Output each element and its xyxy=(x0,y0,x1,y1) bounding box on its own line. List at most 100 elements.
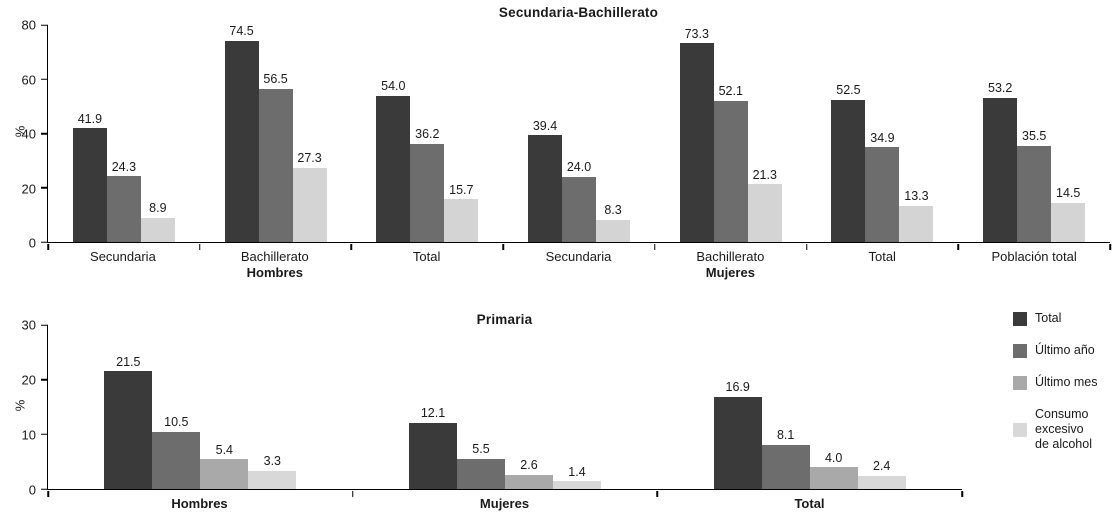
bar-with-label: 5.5 xyxy=(457,325,505,489)
bar-value-label: 15.7 xyxy=(449,182,474,197)
bar-value-label: 52.5 xyxy=(836,83,861,98)
x-tick-mark xyxy=(351,490,354,497)
y-tick-label: 20 xyxy=(21,372,36,388)
legend: Total Último año Último mes Consumo excesiv… xyxy=(1013,311,1098,452)
bar-group: 12.1 5.5 2.6 1.4 xyxy=(353,325,658,489)
bar-with-label: 52.5 xyxy=(831,25,866,242)
bar-group: 41.9 24.3 8.9 xyxy=(48,25,200,242)
y-tick-label: 20 xyxy=(21,181,36,196)
y-tick-mark xyxy=(41,187,48,189)
legend-label: Último mes xyxy=(1035,375,1098,389)
x-tick-mark xyxy=(656,490,659,497)
legend-item: Consumo excesivo de alcohol xyxy=(1013,407,1098,452)
bar-with-label: 41.9 xyxy=(72,25,107,242)
bar-with-label: 8.9 xyxy=(140,25,175,242)
x-tick-mark xyxy=(805,243,808,250)
x-category-label: Secundaria xyxy=(90,249,156,264)
bar-with-label: 8.3 xyxy=(596,25,631,242)
bar-with-label: 3.3 xyxy=(248,325,297,489)
x-label-cell: Bachillerato Hombres xyxy=(199,249,351,281)
bar-value-label: 14.5 xyxy=(1056,186,1081,201)
x-tick-mark xyxy=(47,490,49,497)
bar-group: 39.4 24.0 8.3 xyxy=(503,25,655,242)
bar xyxy=(376,95,411,242)
bar-value-label: 35.5 xyxy=(1022,129,1047,144)
bar-group: 54.0 36.2 15.7 xyxy=(351,25,503,242)
x-tick-mark xyxy=(198,243,201,250)
x-category-label: Hombres xyxy=(171,496,228,511)
legend-item: Total xyxy=(1013,311,1098,326)
x-category-label: Total xyxy=(412,249,441,264)
x-label-cell: Secundaria xyxy=(503,249,655,281)
y-axis-tick-labels: 0 20 40 60 80 xyxy=(0,19,36,250)
x-tick-mark xyxy=(502,243,504,250)
legend-label: Último año xyxy=(1035,343,1095,357)
bar-with-label: 1.4 xyxy=(553,325,601,489)
bar xyxy=(140,217,175,242)
bar-group: 16.9 8.1 4.0 2.4 xyxy=(657,325,962,489)
y-tick-mark xyxy=(41,378,48,381)
legend-swatch xyxy=(1013,422,1027,437)
bar-with-label: 8.1 xyxy=(761,325,810,489)
bar-with-label: 56.5 xyxy=(258,25,293,242)
x-category-label: Mujeres xyxy=(479,496,530,511)
bar-with-label: 13.3 xyxy=(899,25,934,242)
bar xyxy=(457,458,505,489)
bar-with-label: 24.0 xyxy=(562,25,597,242)
bar xyxy=(200,459,249,489)
bar-with-label: 52.1 xyxy=(713,25,748,242)
y-axis-tick-labels: 0 10 20 30 xyxy=(0,319,36,497)
bar-value-label: 4.0 xyxy=(824,450,843,465)
bar-value-label: 16.9 xyxy=(725,380,750,395)
bar-with-label: 10.5 xyxy=(152,325,201,489)
x-axis-labels: Secundaria Bachillerato Hombres Total Secund… xyxy=(47,249,1110,281)
bar-with-label: 21.5 xyxy=(104,325,153,489)
bar-value-label: 24.0 xyxy=(566,160,592,175)
plot-area: 21.5 10.5 5.4 3.3 12.1 5.5 2.6 1.4 16.9 8.1 4.0 2.4 xyxy=(41,324,963,497)
bar-with-label: 2.6 xyxy=(505,325,553,489)
bar xyxy=(224,40,259,242)
bar xyxy=(596,219,631,242)
bar xyxy=(857,475,906,489)
bar-with-label: 15.7 xyxy=(444,25,479,242)
bar xyxy=(410,143,445,242)
bar-value-label: 53.2 xyxy=(988,81,1013,96)
legend-label: Consumo excesivo de alcohol xyxy=(1035,407,1092,451)
bar xyxy=(562,176,597,242)
bar-value-label: 73.3 xyxy=(684,26,709,41)
x-category-label: Población total xyxy=(991,249,1077,264)
bar xyxy=(1017,145,1052,242)
x-tick-mark xyxy=(1109,243,1111,250)
bar xyxy=(292,167,327,242)
bar-value-label: 36.2 xyxy=(415,127,440,142)
bar-group: 53.2 35.5 14.5 xyxy=(958,25,1110,242)
bar-with-label: 54.0 xyxy=(376,25,411,242)
x-group-sublabel: Hombres xyxy=(246,264,303,280)
bar xyxy=(809,467,858,489)
y-tick-label: 40 xyxy=(21,126,36,142)
bar-value-label: 13.3 xyxy=(904,189,929,204)
y-tick-label: 10 xyxy=(21,427,36,443)
x-tick-mark xyxy=(654,243,656,250)
x-category-label: Total xyxy=(868,249,896,264)
bar-with-label: 14.5 xyxy=(1051,25,1086,242)
plot-area: 41.9 24.3 8.9 74.5 56.5 27.3 54.0 36.2 15.7 39.4 2… xyxy=(41,24,1111,250)
bar xyxy=(1051,202,1086,242)
bar-with-label: 27.3 xyxy=(292,25,327,242)
x-group-sublabel: Mujeres xyxy=(705,264,755,280)
x-label-cell: Total xyxy=(806,249,958,281)
bar-value-label: 2.6 xyxy=(520,458,538,473)
x-label-cell: Total xyxy=(657,496,962,512)
bar-value-label: 8.9 xyxy=(149,201,167,216)
legend-swatch xyxy=(1013,311,1027,326)
bar xyxy=(106,176,141,242)
y-tick-mark xyxy=(41,78,48,80)
y-tick-label: 0 xyxy=(28,235,36,251)
y-tick-mark xyxy=(41,24,48,26)
bar-value-label: 52.1 xyxy=(718,84,743,99)
bar xyxy=(152,431,201,489)
x-label-cell: Bachillerato Mujeres xyxy=(654,249,806,281)
bar xyxy=(713,396,762,489)
bar-value-label: 34.9 xyxy=(870,130,895,145)
